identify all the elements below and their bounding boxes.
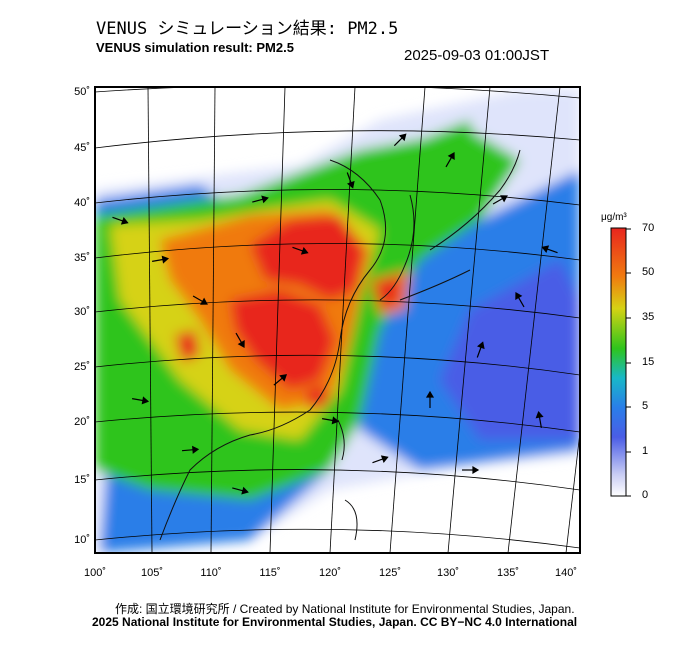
wind-vectors bbox=[112, 133, 558, 495]
lon-label-125: 125˚ bbox=[378, 567, 402, 579]
lat-label-30: 30˚ bbox=[74, 306, 90, 318]
lon-label-120: 120˚ bbox=[318, 567, 342, 579]
credit-line-2: 2025 National Institute for Environmenta… bbox=[92, 615, 578, 629]
colorbar-tick-15: 15 bbox=[642, 356, 655, 368]
coastlines bbox=[159, 149, 521, 541]
colorbar-unit: μg/m³ bbox=[601, 212, 627, 223]
colorbar bbox=[610, 227, 631, 497]
lon-label-105: 105˚ bbox=[140, 567, 164, 579]
colorbar-tick-5: 5 bbox=[642, 400, 649, 412]
colorbar-tick-70: 70 bbox=[642, 222, 655, 234]
lon-label-135: 135˚ bbox=[496, 567, 520, 579]
lat-label-10: 10˚ bbox=[74, 534, 90, 546]
title-english: VENUS simulation result: PM2.5 bbox=[96, 40, 294, 55]
credit-line-1: 作成: 国立環境研究所 / Created by National Instit… bbox=[115, 602, 575, 616]
lon-label-100: 100˚ bbox=[83, 567, 107, 579]
colorbar-tick-35: 35 bbox=[642, 311, 655, 323]
lat-label-15: 15˚ bbox=[74, 474, 90, 486]
lon-label-115: 115˚ bbox=[259, 567, 281, 579]
map-canvas bbox=[95, 87, 580, 553]
forecast-timestamp: 2025-09-03 01:00JST bbox=[404, 47, 550, 64]
lat-label-25: 25˚ bbox=[74, 361, 90, 373]
lon-label-130: 130˚ bbox=[436, 567, 460, 579]
map-frame bbox=[94, 86, 581, 554]
lon-label-140: 140˚ bbox=[554, 567, 578, 579]
colorbar-tick-1: 1 bbox=[642, 445, 649, 457]
graticule bbox=[95, 87, 580, 553]
lat-label-50: 50˚ bbox=[74, 86, 90, 98]
lon-label-110: 110˚ bbox=[200, 567, 222, 579]
lat-label-45: 45˚ bbox=[74, 142, 90, 154]
colorbar-tick-50: 50 bbox=[642, 266, 655, 278]
title-japanese: VENUS シミュレーション結果: PM2.5 bbox=[96, 19, 399, 39]
lat-label-20: 20˚ bbox=[74, 416, 90, 428]
lat-label-40: 40˚ bbox=[74, 197, 90, 209]
lat-label-35: 35˚ bbox=[74, 252, 90, 264]
pm25-concentration-field bbox=[95, 88, 580, 553]
colorbar-tick-0: 0 bbox=[642, 489, 649, 501]
